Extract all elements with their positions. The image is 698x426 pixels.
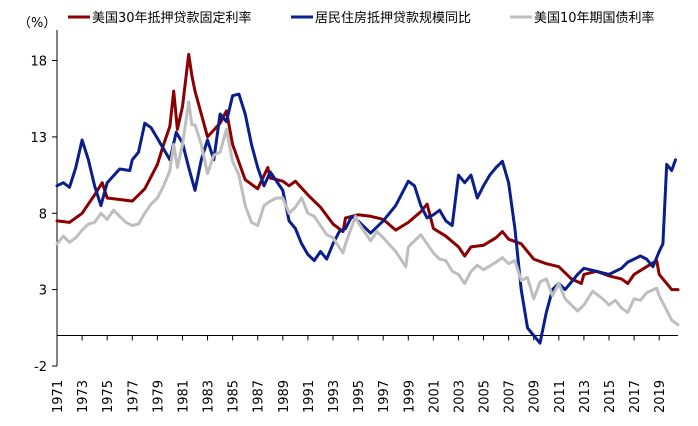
y-axis-unit-label: （%） (18, 16, 56, 31)
legend: 美国30年抵押贷款固定利率 居民住房抵押贷款规模同比 美国10年期国债利率 (68, 10, 655, 26)
x-tick-label: 1987 (252, 380, 267, 413)
legend-label: 美国10年期国债利率 (534, 10, 655, 26)
x-tick-label: 2001 (427, 380, 442, 413)
series-lines (55, 52, 680, 345)
x-tick-label: 1973 (76, 380, 91, 413)
x-tick-label: 1997 (377, 380, 392, 413)
x-tick-label: 2009 (528, 380, 543, 413)
x-tick-label: 1985 (227, 380, 242, 413)
y-tick-label: -2 (34, 360, 47, 375)
x-tick-label: 2007 (503, 380, 518, 413)
x-tick-label: 2005 (478, 380, 493, 413)
x-tick-label: 2003 (452, 380, 467, 413)
x-tick-label: 2011 (553, 380, 568, 413)
x-tick-label: 1979 (151, 380, 166, 413)
x-tick-label: 1999 (402, 380, 417, 413)
x-tick-label: 2013 (578, 380, 593, 413)
x-tick-label: 2019 (653, 380, 668, 413)
x-tick-label: 2015 (603, 380, 618, 413)
x-tick-label: 1975 (101, 380, 116, 413)
series-line-1 (55, 52, 680, 292)
x-tick-label: 1977 (126, 380, 141, 413)
x-tick-label: 1971 (51, 380, 66, 413)
axes: -2 3 8 13 18 1971 1973 1975 1977 1979 1981 1983 1985… (30, 30, 678, 413)
x-tick-label: 1983 (202, 380, 217, 413)
y-tick-label: 8 (39, 207, 47, 222)
series-line-3 (55, 100, 680, 327)
x-tick-label: 1995 (352, 380, 367, 413)
legend-label: 居民住房抵押贷款规模同比 (315, 10, 471, 26)
x-tick-label: 1981 (176, 380, 191, 413)
x-tick-label: 1989 (277, 380, 292, 413)
y-tick-label: 3 (39, 284, 47, 299)
y-tick-label: 18 (30, 55, 47, 70)
series-line-2 (55, 92, 677, 345)
legend-label: 美国30年抵押贷款固定利率 (92, 10, 252, 26)
x-tick-label: 2017 (628, 380, 643, 413)
x-tick-label: 1991 (302, 380, 317, 413)
x-tick-label: 1993 (327, 380, 342, 413)
y-tick-label: 13 (30, 131, 47, 146)
